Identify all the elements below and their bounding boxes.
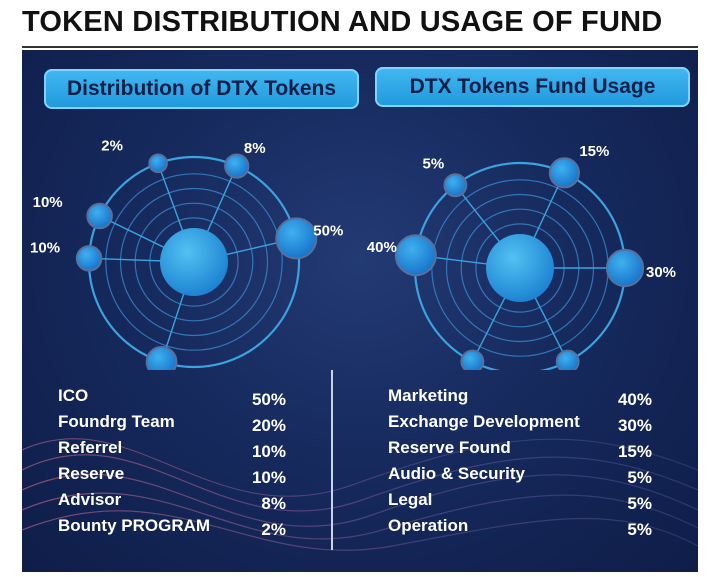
data-node-reserve-found [548, 157, 580, 189]
legend-value: 8% [261, 494, 286, 513]
radar-hub [486, 234, 554, 302]
data-node-exchange-development [605, 248, 645, 288]
legend-value: 5% [627, 520, 652, 539]
infographic-panel: Distribution of DTX Tokens DTX Tokens Fu… [22, 50, 698, 572]
data-label: 30% [646, 264, 676, 281]
legend-row: Audio & Security 5% [388, 464, 652, 490]
data-node-operation [555, 349, 580, 370]
legend-label: ICO [58, 386, 89, 405]
legend-label: Operation [388, 516, 469, 535]
distribution-title-pill: Distribution of DTX Tokens [44, 69, 359, 109]
legend-label: Referrel [58, 438, 123, 457]
legend-label: Foundrg Team [58, 412, 175, 431]
data-node-legal [460, 349, 485, 370]
data-label: 2% [101, 137, 123, 154]
radar-ring-3 [119, 187, 269, 337]
distribution-radar: 50% 20% 10% 10% 8% 2% [30, 137, 343, 370]
fund-usage-radar: 40%30%15%5%5%5% [367, 143, 676, 370]
legend-label: Audio & Security [388, 464, 525, 483]
legend-divider [331, 370, 333, 550]
decorative-wave [22, 438, 698, 551]
legend-row: Marketing 40% [388, 386, 652, 412]
radar-ring-4 [105, 173, 283, 351]
legend-row: ICO 50% [58, 386, 286, 412]
legend-value: 50% [251, 390, 286, 409]
distribution-legend: ICO 50% Foundrg Team 20% Referrel 10% Reserve 1… [58, 386, 286, 542]
legend-value: 40% [617, 390, 652, 409]
radar-hub [160, 228, 228, 296]
legend-row: Advisor 8% [58, 490, 286, 516]
data-label: 5% [423, 155, 445, 172]
page-title: TOKEN DISTRIBUTION AND USAGE OF FUND [22, 6, 663, 38]
legend-label: Marketing [388, 386, 469, 405]
legend-row: Foundrg Team 20% [58, 412, 286, 438]
legend-value: 10% [251, 442, 286, 461]
legend-label: Legal [388, 490, 433, 509]
data-node-reserve [86, 202, 113, 230]
legend-row: Referrel 10% [58, 438, 286, 464]
title-divider [22, 46, 698, 48]
legend-label: Bounty PROGRAM [58, 516, 211, 535]
legend-row: Exchange Development 30% [388, 412, 652, 438]
legend-value: 20% [251, 416, 286, 435]
data-label: 50% [313, 222, 343, 239]
legend-value: 10% [251, 468, 286, 487]
legend-value: 15% [617, 442, 652, 461]
data-label: 20% [187, 368, 217, 370]
legend-label: Reserve Found [388, 438, 511, 457]
legend-row: Operation 5% [388, 516, 652, 542]
data-node-advisor [224, 153, 250, 179]
fund-usage-legend: Marketing 40% Exchange Development 30% Reser… [388, 386, 652, 542]
data-node-referrel [75, 245, 103, 272]
radar-ring-1 [149, 217, 239, 307]
data-node-marketing [394, 234, 437, 277]
legend-row: Reserve 10% [58, 464, 286, 490]
legend-value: 5% [627, 494, 652, 513]
data-label: 15% [579, 143, 609, 160]
data-label: 10% [33, 194, 63, 211]
legend-row: Legal 5% [388, 490, 652, 516]
legend-label: Exchange Development [388, 412, 580, 431]
legend-value: 30% [617, 416, 652, 435]
data-node-foundrg-team [145, 346, 178, 370]
radar-charts: 50%20%10%10%8%2% 40%30%15%5%5%5% [30, 137, 676, 370]
data-label: 8% [244, 140, 266, 157]
data-label: 40% [367, 239, 397, 256]
legend-label: Advisor [58, 490, 122, 509]
legend-value: 5% [627, 468, 652, 487]
data-node-bounty-program [148, 153, 168, 174]
data-node-audio-security [443, 173, 468, 198]
legend-row: Reserve Found 15% [388, 438, 652, 464]
legend-label: Reserve [58, 464, 125, 483]
data-label: 10% [30, 239, 60, 256]
fund-usage-title-pill: DTX Tokens Fund Usage [375, 67, 690, 107]
legend-value: 2% [261, 520, 286, 539]
radar-ring-2 [134, 202, 254, 322]
legend-row: Bounty PROGRAM 2% [58, 516, 286, 542]
data-node-ico [275, 217, 318, 260]
